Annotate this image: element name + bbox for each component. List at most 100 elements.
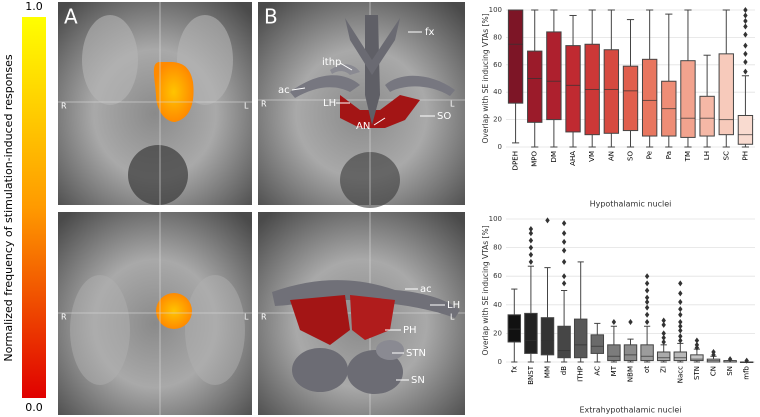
x-tick-label: Pe (646, 151, 654, 159)
colorbar-tick-label: 0.0 (25, 401, 43, 414)
side-label: L (450, 313, 455, 322)
outlier (743, 50, 748, 57)
box (607, 344, 621, 362)
outlier (644, 318, 650, 325)
x-tick-label: STN (693, 366, 701, 380)
x-tick-label: MPO (531, 151, 539, 167)
structure-label: fx (425, 27, 435, 38)
x-tick-label: Nacc (676, 366, 684, 383)
outlier (743, 59, 748, 66)
box (507, 314, 522, 343)
outlier (678, 327, 683, 334)
outlier (644, 294, 650, 301)
box (507, 9, 524, 104)
y-tick-label: 80 (493, 244, 502, 252)
x-tick-label: MM (544, 366, 552, 378)
x-tick-label: AN (607, 151, 615, 161)
outlier (743, 12, 748, 19)
outlier (644, 298, 650, 305)
x-tick-label: CN (710, 366, 718, 376)
structure-label: LH (447, 300, 460, 311)
y-tick-label: 0 (498, 143, 502, 151)
tissue (82, 15, 138, 105)
outlier (545, 217, 550, 224)
y-tick-label: 20 (493, 116, 502, 124)
outlier (678, 290, 683, 297)
outlier (528, 237, 534, 244)
side-label: L (450, 100, 455, 109)
outlier (644, 280, 650, 287)
y-axis-label: Overlap with SE inducing VTAs [%] (481, 13, 490, 143)
outlier (694, 337, 700, 344)
structure-label: ithp (322, 57, 341, 68)
x-tick-label: DM (550, 151, 558, 162)
box (690, 354, 704, 362)
colorbar (22, 17, 46, 398)
outlier (561, 247, 567, 254)
arrow (339, 62, 353, 71)
y-tick-label: 80 (493, 33, 502, 41)
side-label: R (261, 313, 267, 322)
outlier (644, 311, 650, 318)
outlier (678, 337, 683, 344)
panel-a-top: A R L (58, 2, 252, 205)
x-tick-label: DPEH (512, 151, 520, 170)
y-tick-label: 60 (493, 61, 502, 69)
y-tick-label: 60 (493, 272, 502, 280)
outlier (743, 7, 748, 13)
x-tick-label: BNST (527, 365, 535, 384)
outlier (743, 23, 748, 30)
vta-blob (156, 293, 192, 329)
x-tick-label: PH (741, 151, 749, 161)
panel-b-bottom: ac LH PH STN SN R L (258, 212, 465, 415)
y-tick-label: 20 (493, 329, 502, 337)
box (699, 95, 715, 137)
structure-label: PH (403, 325, 417, 336)
outlier (743, 68, 748, 75)
outlier (644, 273, 650, 280)
box (524, 312, 538, 354)
box (640, 344, 654, 362)
x-tick-label: VM (588, 151, 596, 162)
box (673, 351, 688, 362)
side-label: L (244, 313, 249, 322)
structure-label: ac (420, 284, 432, 295)
structure-gray (376, 340, 404, 360)
colorbar-label: Normalized frequency of stimulation-indu… (2, 54, 15, 362)
y-axis-label: Overlap with SE inducing VTAs [%] (481, 225, 490, 355)
x-tick-label: ITHP (577, 366, 585, 382)
tissue (185, 275, 245, 385)
structure-gray (345, 18, 400, 75)
outlier (561, 238, 567, 245)
x-tick-label: ZI (660, 366, 668, 373)
box (656, 351, 671, 362)
x-tick-label: MT (610, 365, 618, 376)
outlier (678, 306, 683, 313)
outlier (678, 311, 683, 318)
outlier (661, 338, 666, 345)
structure-gray (290, 75, 360, 98)
outlier (528, 251, 534, 258)
box (680, 60, 696, 138)
x-axis-label: Extrahypothalamic nuclei (580, 406, 682, 415)
outlier (711, 348, 716, 355)
x-tick-label: ot (643, 366, 651, 373)
outlier (661, 317, 666, 324)
x-tick-label: SC (722, 151, 730, 160)
structure-gray (385, 75, 455, 96)
side-label: R (261, 100, 267, 109)
x-tick-label: dB (560, 366, 568, 375)
outlier (628, 318, 633, 325)
tissue (128, 145, 188, 205)
outlier (561, 273, 567, 280)
box (641, 58, 658, 137)
outlier (678, 298, 683, 305)
outlier (644, 304, 650, 311)
box (565, 45, 581, 133)
y-tick-label: 40 (493, 301, 502, 309)
y-tick-label: 40 (493, 88, 502, 96)
structure-label: LH (323, 98, 336, 109)
arrow (291, 87, 306, 91)
box (527, 50, 543, 123)
